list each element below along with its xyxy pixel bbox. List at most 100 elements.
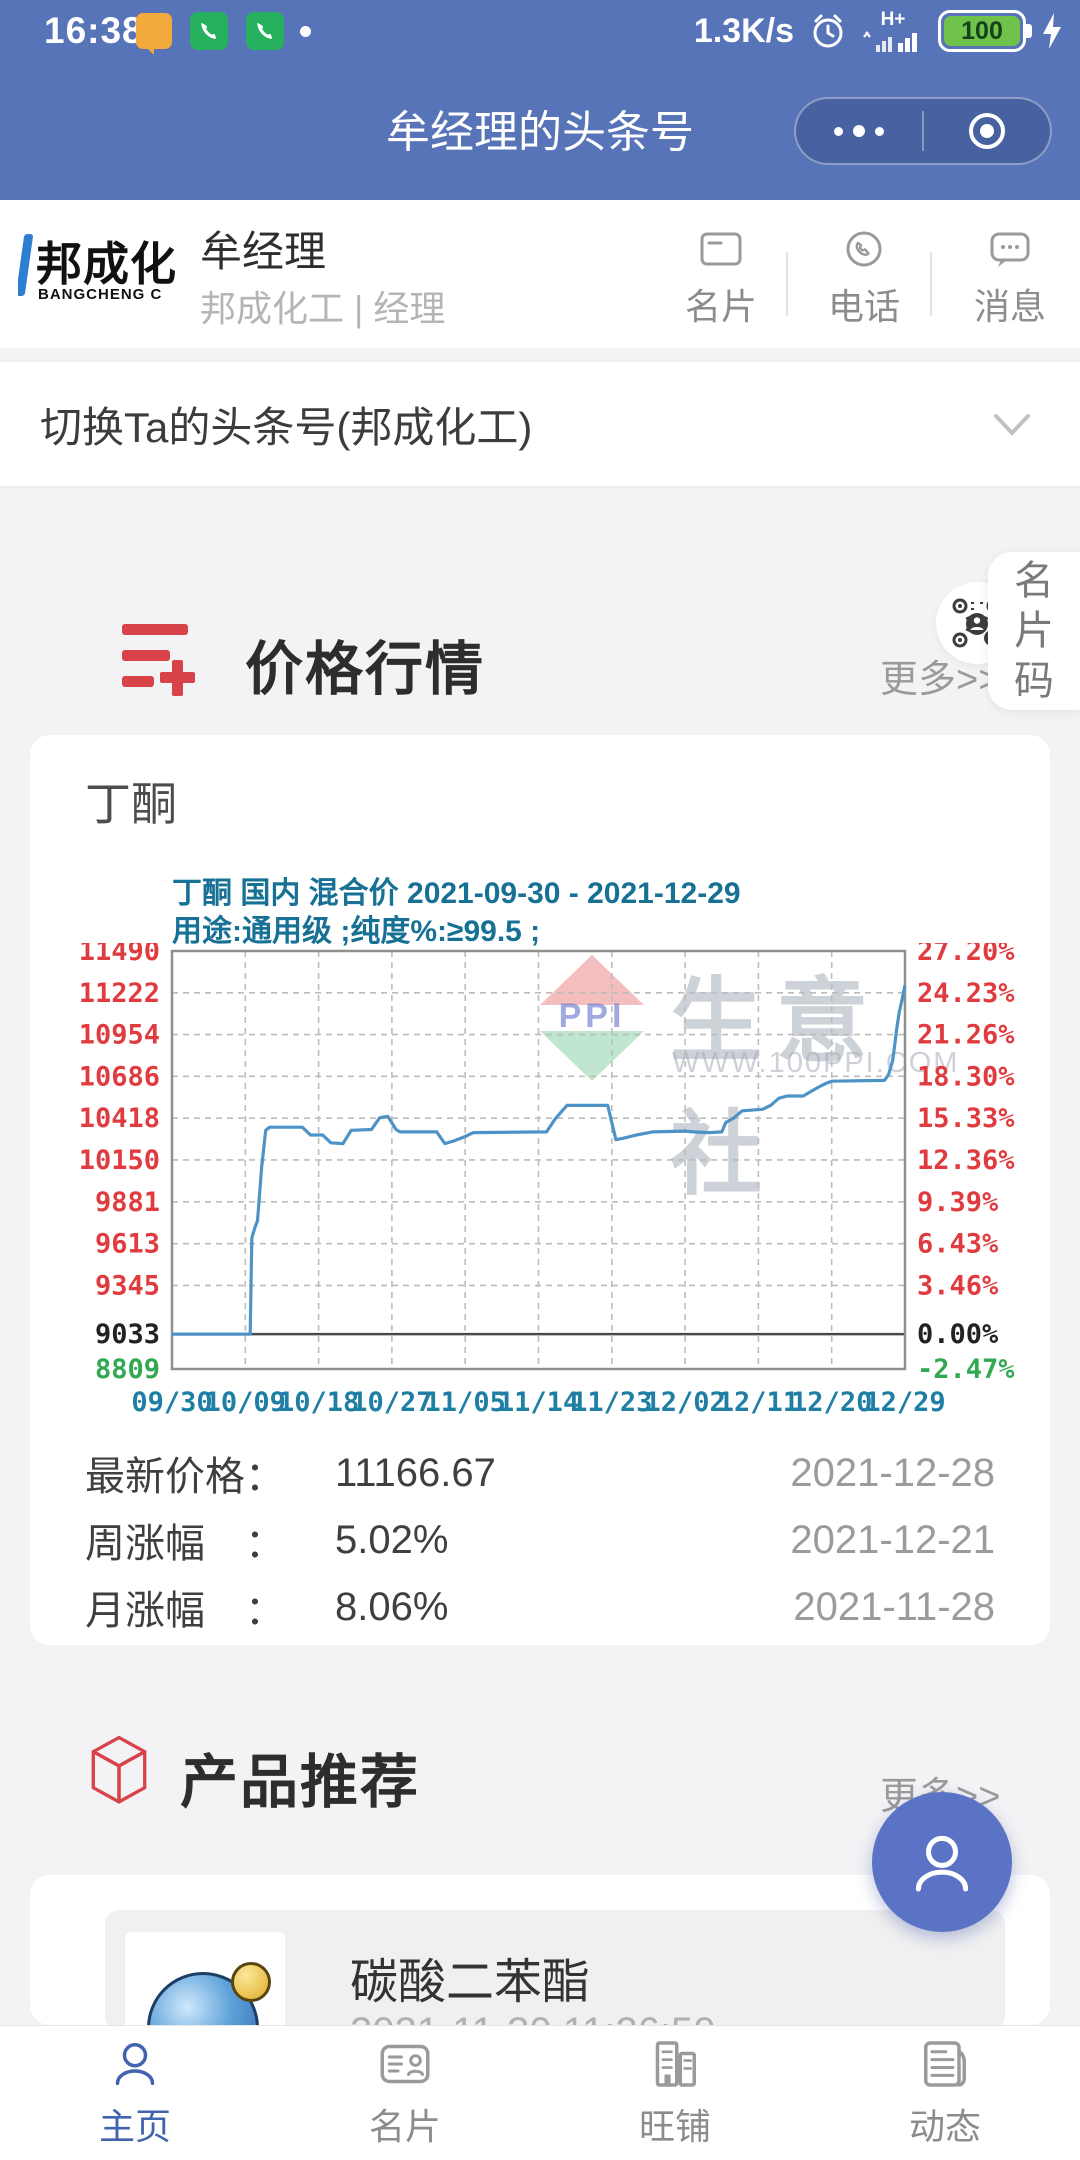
svg-text:11/23: 11/23	[571, 1387, 652, 1418]
svg-text:12.36%: 12.36%	[917, 1145, 1015, 1176]
message-bubble-icon	[990, 232, 1030, 267]
tab-shop[interactable]: 旺铺	[540, 2026, 810, 2160]
chart-title: 丁酮 国内 混合价 2021-09-30 - 2021-12-29	[172, 877, 741, 910]
home-person-icon	[115, 2043, 155, 2085]
phone-notification-icon-2	[246, 12, 284, 50]
section-title-products: 产品推荐	[180, 1750, 421, 1815]
svg-text:10/09: 10/09	[205, 1387, 286, 1418]
svg-text:3.46%: 3.46%	[917, 1270, 999, 1301]
cube-icon	[91, 1735, 147, 1804]
svg-text:9613: 9613	[95, 1229, 160, 1260]
manager-name: 牟经理	[200, 228, 327, 275]
svg-text:9033: 9033	[95, 1319, 160, 1350]
namecard-badge[interactable]: 名 片 码	[988, 552, 1080, 710]
action-namecard[interactable]: 名片	[661, 228, 781, 330]
status-right-cluster: 1.3K/s H+ 100	[694, 8, 1064, 54]
svg-text:11/14: 11/14	[498, 1387, 579, 1418]
week-change-date: 2021-12-21	[790, 1517, 995, 1562]
price-line-chart: 09/3010/0910/1810/2711/0511/1411/2312/02…	[79, 943, 1016, 1418]
chart-product-name: 丁酮	[85, 778, 177, 830]
latest-price-value: 11166.67	[335, 1450, 496, 1495]
tab-namecard[interactable]: 名片	[270, 2026, 540, 2160]
company-logo: 邦成化 BANGCHENG C	[18, 220, 178, 330]
tab-bar: 主页 名片 旺铺 动态	[0, 2025, 1080, 2160]
phone-notification-icon	[190, 12, 228, 50]
close-minimize-button[interactable]	[924, 99, 1050, 163]
shop-buildings-icon	[655, 2041, 696, 2087]
chevron-down-icon	[994, 414, 1030, 436]
svg-text:6.43%: 6.43%	[917, 1229, 999, 1260]
svg-text:10686: 10686	[79, 1061, 160, 1092]
svg-text:8809: 8809	[95, 1354, 160, 1385]
header-bar: 16:38 1.3K/s H+	[0, 0, 1080, 200]
product-timestamp: 2021-11-30 11:26:50	[350, 2010, 716, 2025]
svg-text:18.30%: 18.30%	[917, 1061, 1015, 1092]
phone-icon	[846, 231, 882, 267]
svg-text:12/20: 12/20	[791, 1387, 872, 1418]
svg-text:21.26%: 21.26%	[917, 1020, 1015, 1051]
svg-text:10418: 10418	[79, 1103, 160, 1134]
contact-fab-button[interactable]	[872, 1792, 1012, 1932]
action-message[interactable]: 消息	[950, 228, 1070, 330]
svg-text:10954: 10954	[79, 1020, 160, 1051]
namecard-badge-char3: 码	[1014, 659, 1054, 703]
namecard-badge-char2: 片	[1014, 609, 1054, 653]
svg-text:11490: 11490	[79, 943, 160, 967]
price-more-link[interactable]: 更多>>	[880, 659, 1001, 701]
month-change-value: 8.06%	[335, 1584, 449, 1629]
charging-bolt-icon	[1043, 13, 1061, 49]
product-list-item[interactable]: 碳酸二苯酯 2021-11-30 11:26:50	[105, 1910, 1005, 2025]
latest-price-date: 2021-12-28	[790, 1450, 995, 1495]
namecard-badge-char1: 名	[1014, 559, 1054, 603]
action-phone[interactable]: 电话	[804, 228, 924, 330]
svg-text:15.33%: 15.33%	[917, 1103, 1015, 1134]
svg-text:9881: 9881	[95, 1187, 160, 1218]
switch-account-label: 切换Ta的头条号(邦成化工)	[40, 403, 533, 451]
svg-text:24.23%: 24.23%	[917, 978, 1015, 1009]
alarm-icon	[813, 14, 843, 48]
week-change-row: 周涨幅 ： 5.02% 2021-12-21	[85, 1517, 995, 1567]
svg-text:11222: 11222	[79, 978, 160, 1009]
tab-home[interactable]: 主页	[0, 2026, 270, 2160]
svg-text:-2.47%: -2.47%	[917, 1354, 1015, 1385]
signal-icon: H+	[862, 10, 924, 53]
target-circle-icon	[969, 113, 1005, 149]
price-chart-card	[30, 735, 1050, 1645]
price-info: 最新价格： 11166.67 2021-12-28 周涨幅 ： 5.02% 20…	[85, 1448, 995, 1634]
chart-subtitle: 用途:通用级 ;纯度%:≥99.5 ;	[172, 915, 541, 948]
latest-price-row: 最新价格： 11166.67 2021-12-28	[85, 1450, 995, 1500]
svg-text:10/27: 10/27	[351, 1387, 432, 1418]
more-menu-button[interactable]	[796, 99, 922, 163]
product-name: 碳酸二苯酯	[350, 1956, 591, 2009]
month-change-row: 月涨幅 ： 8.06% 2021-11-28	[85, 1584, 995, 1634]
page-title: 牟经理的头条号	[386, 108, 694, 157]
week-change-value: 5.02%	[335, 1517, 449, 1562]
person-icon	[915, 1835, 969, 1892]
svg-text:12/02: 12/02	[644, 1387, 725, 1418]
month-change-date: 2021-11-28	[793, 1584, 995, 1629]
id-card-icon	[380, 2044, 430, 2084]
svg-text:9345: 9345	[95, 1270, 160, 1301]
svg-text:10/18: 10/18	[278, 1387, 359, 1418]
company-role: 邦成化工 | 经理	[200, 288, 446, 329]
miniprogram-capsule	[794, 97, 1052, 165]
price-list-icon	[122, 624, 195, 696]
profile-bar: 邦成化 BANGCHENG C 牟经理 邦成化工 | 经理 名片 电话	[0, 200, 1080, 348]
svg-text:12/11: 12/11	[718, 1387, 799, 1418]
tab-feed[interactable]: 动态	[810, 2026, 1080, 2160]
svg-text:09/30: 09/30	[131, 1387, 212, 1418]
network-speed: 1.3K/s	[693, 11, 794, 50]
notification-dot	[300, 26, 311, 37]
svg-text:0.00%: 0.00%	[917, 1319, 999, 1350]
svg-text:10150: 10150	[79, 1145, 160, 1176]
switch-account-row[interactable]: 切换Ta的头条号(邦成化工)	[0, 360, 1080, 488]
news-feed-icon	[924, 2041, 966, 2087]
section-title-price: 价格行情	[245, 637, 486, 702]
product-card[interactable]: 碳酸二苯酯 2021-11-30 11:26:50	[30, 1875, 1050, 2025]
battery-icon: 100	[938, 10, 1032, 52]
svg-text:12/29: 12/29	[864, 1387, 945, 1418]
svg-text:11/05: 11/05	[425, 1387, 506, 1418]
battery-percent: 100	[961, 16, 1003, 45]
card-icon	[700, 232, 742, 266]
